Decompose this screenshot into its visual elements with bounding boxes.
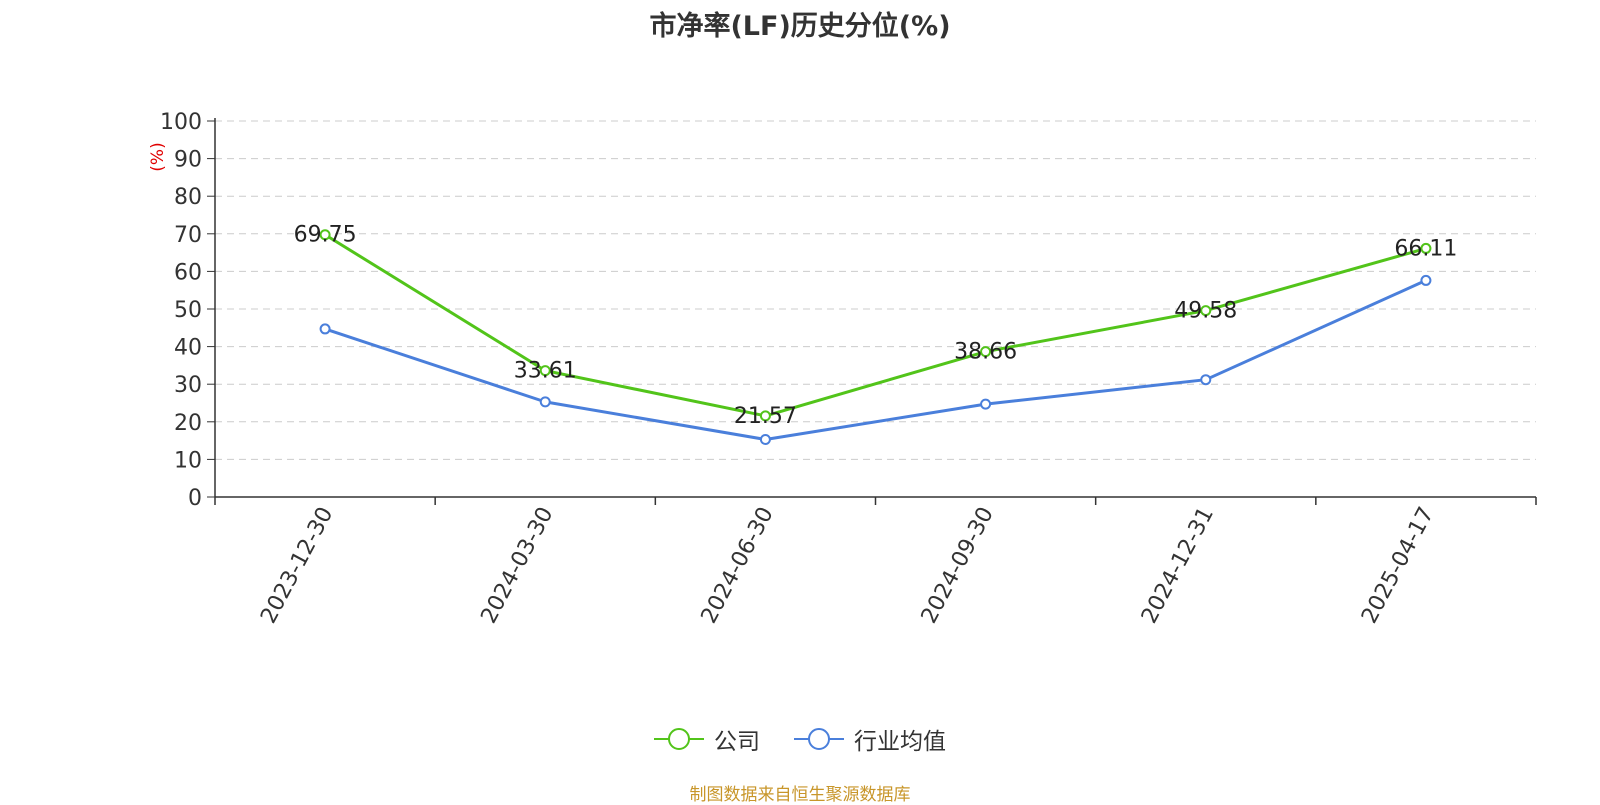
y-tick-label: 60 bbox=[174, 260, 202, 285]
x-tick-label: 2024-12-31 bbox=[1137, 503, 1219, 628]
data-point bbox=[319, 323, 331, 335]
data-point bbox=[759, 410, 771, 422]
data-point bbox=[980, 346, 992, 358]
data-point bbox=[980, 398, 992, 410]
series-line-1 bbox=[324, 279, 1427, 441]
y-tick-label: 0 bbox=[188, 486, 202, 511]
data-point bbox=[1420, 274, 1432, 286]
series bbox=[319, 229, 1432, 445]
axes: 0 10 20 30 40 50 60 70 80 90 100 (%) 2023-12-30 2024-… bbox=[148, 110, 1537, 628]
legend-line-circle-icon bbox=[794, 728, 844, 750]
legend: 公司 行业均值 bbox=[0, 722, 1600, 756]
legend-item-company[interactable]: 公司 bbox=[654, 722, 760, 756]
y-tick-label: 100 bbox=[160, 110, 202, 135]
data-labels: 69.75 33.61 21.57 38.66 49.58 66.11 bbox=[294, 223, 1458, 429]
data-label: 66.11 bbox=[1394, 236, 1457, 261]
x-tick-label: 2023-12-30 bbox=[256, 503, 338, 628]
legend-line-circle-icon bbox=[654, 728, 704, 750]
data-point bbox=[539, 365, 551, 377]
data-point bbox=[539, 396, 551, 408]
y-tick-label: 50 bbox=[174, 298, 202, 323]
y-tick-label: 80 bbox=[174, 185, 202, 210]
data-label: 38.66 bbox=[954, 340, 1017, 365]
data-point bbox=[1420, 242, 1432, 254]
y-tick-label: 70 bbox=[174, 223, 202, 248]
data-point bbox=[319, 229, 331, 241]
x-tick-label: 2024-09-30 bbox=[917, 503, 999, 628]
legend-label-industry-average: 行业均值 bbox=[854, 729, 946, 755]
data-point bbox=[1200, 374, 1212, 386]
x-tick-label: 2024-03-30 bbox=[476, 503, 558, 628]
legend-item-industry-average[interactable]: 行业均值 bbox=[794, 722, 946, 756]
data-label: 49.58 bbox=[1174, 299, 1237, 324]
x-tick-label: 2025-04-17 bbox=[1357, 503, 1439, 628]
y-tick-label: 20 bbox=[174, 411, 202, 436]
y-tick-label: 30 bbox=[174, 373, 202, 398]
data-label: 33.61 bbox=[514, 359, 577, 384]
source-note: 制图数据来自恒生聚源数据库 bbox=[689, 785, 911, 805]
x-tick-label: 2024-06-30 bbox=[697, 503, 779, 628]
data-point bbox=[1200, 305, 1212, 317]
data-label: 21.57 bbox=[734, 404, 797, 429]
legend-label-company: 公司 bbox=[714, 729, 760, 755]
y-tick-label: 10 bbox=[174, 448, 202, 473]
y-axis-label: (%) bbox=[148, 142, 168, 171]
y-tick-label: 90 bbox=[174, 148, 202, 173]
data-point bbox=[759, 433, 771, 445]
series-line-0 bbox=[324, 233, 1427, 418]
data-label: 69.75 bbox=[294, 223, 357, 248]
y-tick-label: 40 bbox=[174, 336, 202, 361]
chart-title: 市净率(LF)历史分位(%) bbox=[649, 11, 951, 42]
